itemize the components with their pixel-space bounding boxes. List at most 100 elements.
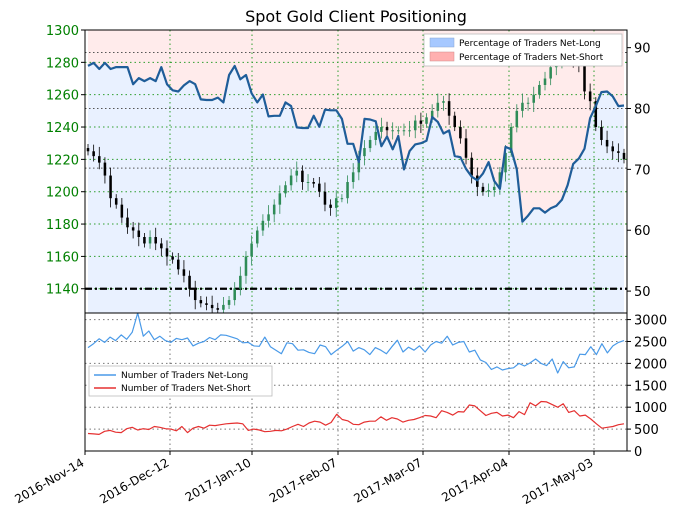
candle-body-32 <box>267 214 270 221</box>
candle-body-13 <box>160 243 163 249</box>
candle-body-5 <box>114 198 118 205</box>
candle-54 <box>391 122 394 140</box>
count-axis-ticks: 0 500 1000 1500 2000 2500 3000 <box>627 314 667 460</box>
candle-body-77 <box>521 102 524 111</box>
net-long-traders-line <box>87 313 625 374</box>
candle-body-60 <box>425 117 428 124</box>
candle-body-78 <box>526 102 530 104</box>
candle-body-26 <box>233 288 236 301</box>
legend-label-net-short-count: Number of Traders Net-Short <box>121 384 251 394</box>
candle-body-27 <box>239 275 242 289</box>
candle-body-88 <box>583 65 586 92</box>
top-legend-box <box>423 33 623 67</box>
top-plot-area <box>85 30 627 313</box>
candle-body-72 <box>492 186 496 191</box>
candle-body-12 <box>154 236 157 244</box>
candle-18 <box>188 270 191 297</box>
candle-31 <box>261 214 265 236</box>
price-tick-label-4: 1220 <box>46 153 79 168</box>
candle-body-55 <box>397 130 400 132</box>
candle-body-22 <box>210 304 214 309</box>
candle-body-28 <box>244 256 248 276</box>
candle-88 <box>583 60 586 100</box>
candle-36 <box>289 168 293 191</box>
candle-body-62 <box>436 102 440 111</box>
candle-34 <box>278 185 282 214</box>
candle-body-39 <box>306 182 310 184</box>
candle-80 <box>538 80 541 99</box>
candle-body-16 <box>177 259 180 270</box>
candle-body-23 <box>216 308 220 310</box>
net-long-percentage-line <box>87 61 625 223</box>
candle-15 <box>171 252 174 264</box>
candle-body-35 <box>284 185 287 194</box>
candle-56 <box>402 123 406 136</box>
candle-body-43 <box>329 204 332 208</box>
candle-body-73 <box>498 172 502 187</box>
count-tick-label-3: 1500 <box>634 379 667 394</box>
candle-body-75 <box>509 127 513 153</box>
top-panel: 1140 1160 1180 1200 1220 1240 1260 1280 1300 50 6… <box>46 24 651 314</box>
candle-body-17 <box>182 269 186 276</box>
candle-68 <box>470 152 473 184</box>
candle-body-37 <box>295 170 299 176</box>
candle-90 <box>594 97 598 132</box>
candle-body-0 <box>86 148 90 152</box>
candle-42 <box>323 182 327 212</box>
percentage-axis-ticks: 50 60 70 80 90 <box>627 42 651 300</box>
candle-25 <box>227 296 231 309</box>
candle-30 <box>255 226 259 248</box>
candle-body-40 <box>312 182 315 184</box>
price-tick-label-8: 1300 <box>46 24 79 39</box>
bottom-legend: Number of Traders Net-Long Number of Tra… <box>88 365 273 397</box>
candle-body-76 <box>515 110 519 128</box>
candle-40 <box>312 177 315 188</box>
candle-body-36 <box>289 175 293 186</box>
candle-20 <box>199 296 203 308</box>
candle-67 <box>464 129 468 165</box>
candle-19 <box>193 280 197 310</box>
candle-55 <box>397 126 400 135</box>
candle-body-89 <box>588 91 592 102</box>
legend-swatch-net-long-pct <box>429 37 455 48</box>
candle-body-53 <box>385 127 389 131</box>
candle-body-14 <box>165 248 169 257</box>
candle-body-58 <box>413 120 417 131</box>
candle-81 <box>543 71 547 91</box>
candle-body-61 <box>430 110 434 118</box>
candle-body-79 <box>532 94 535 103</box>
price-tick-label-1: 1160 <box>46 250 79 265</box>
count-tick-label-6: 3000 <box>634 314 667 329</box>
candle-body-21 <box>205 303 208 305</box>
x-tick-label-0: 2016-Nov-14 <box>12 455 86 506</box>
candle-body-15 <box>171 256 174 260</box>
candle-43 <box>329 199 332 216</box>
x-tick-label-3: 2017-Feb-07 <box>267 455 340 505</box>
candle-2 <box>98 146 101 170</box>
candle-body-49 <box>363 148 366 157</box>
candle-93 <box>611 141 614 160</box>
candle-body-94 <box>617 151 620 153</box>
candle-24 <box>222 296 225 313</box>
candle-body-50 <box>368 139 372 149</box>
price-tick-label-5: 1240 <box>46 121 79 136</box>
candle-body-20 <box>199 300 203 304</box>
candle-92 <box>605 130 609 154</box>
price-axis-ticks: 1140 1160 1180 1200 1220 1240 1260 1280 1300 <box>46 24 85 298</box>
candle-body-8 <box>131 227 135 231</box>
candle-33 <box>272 199 276 223</box>
pct-tick-label-2: 70 <box>634 163 651 178</box>
candle-57 <box>408 121 411 137</box>
candle-body-64 <box>447 101 451 116</box>
pct-tick-label-0: 50 <box>634 285 651 300</box>
candle-11 <box>148 230 152 249</box>
candle-body-63 <box>442 101 445 103</box>
price-tick-label-0: 1140 <box>46 283 79 298</box>
candle-body-9 <box>137 230 141 237</box>
candle-65 <box>453 111 457 132</box>
candle-body-38 <box>301 170 304 183</box>
candle-14 <box>165 240 169 266</box>
candle-body-93 <box>611 146 614 152</box>
x-tick-label-6: 2017-May-03 <box>520 455 595 507</box>
candle-body-54 <box>391 130 394 132</box>
